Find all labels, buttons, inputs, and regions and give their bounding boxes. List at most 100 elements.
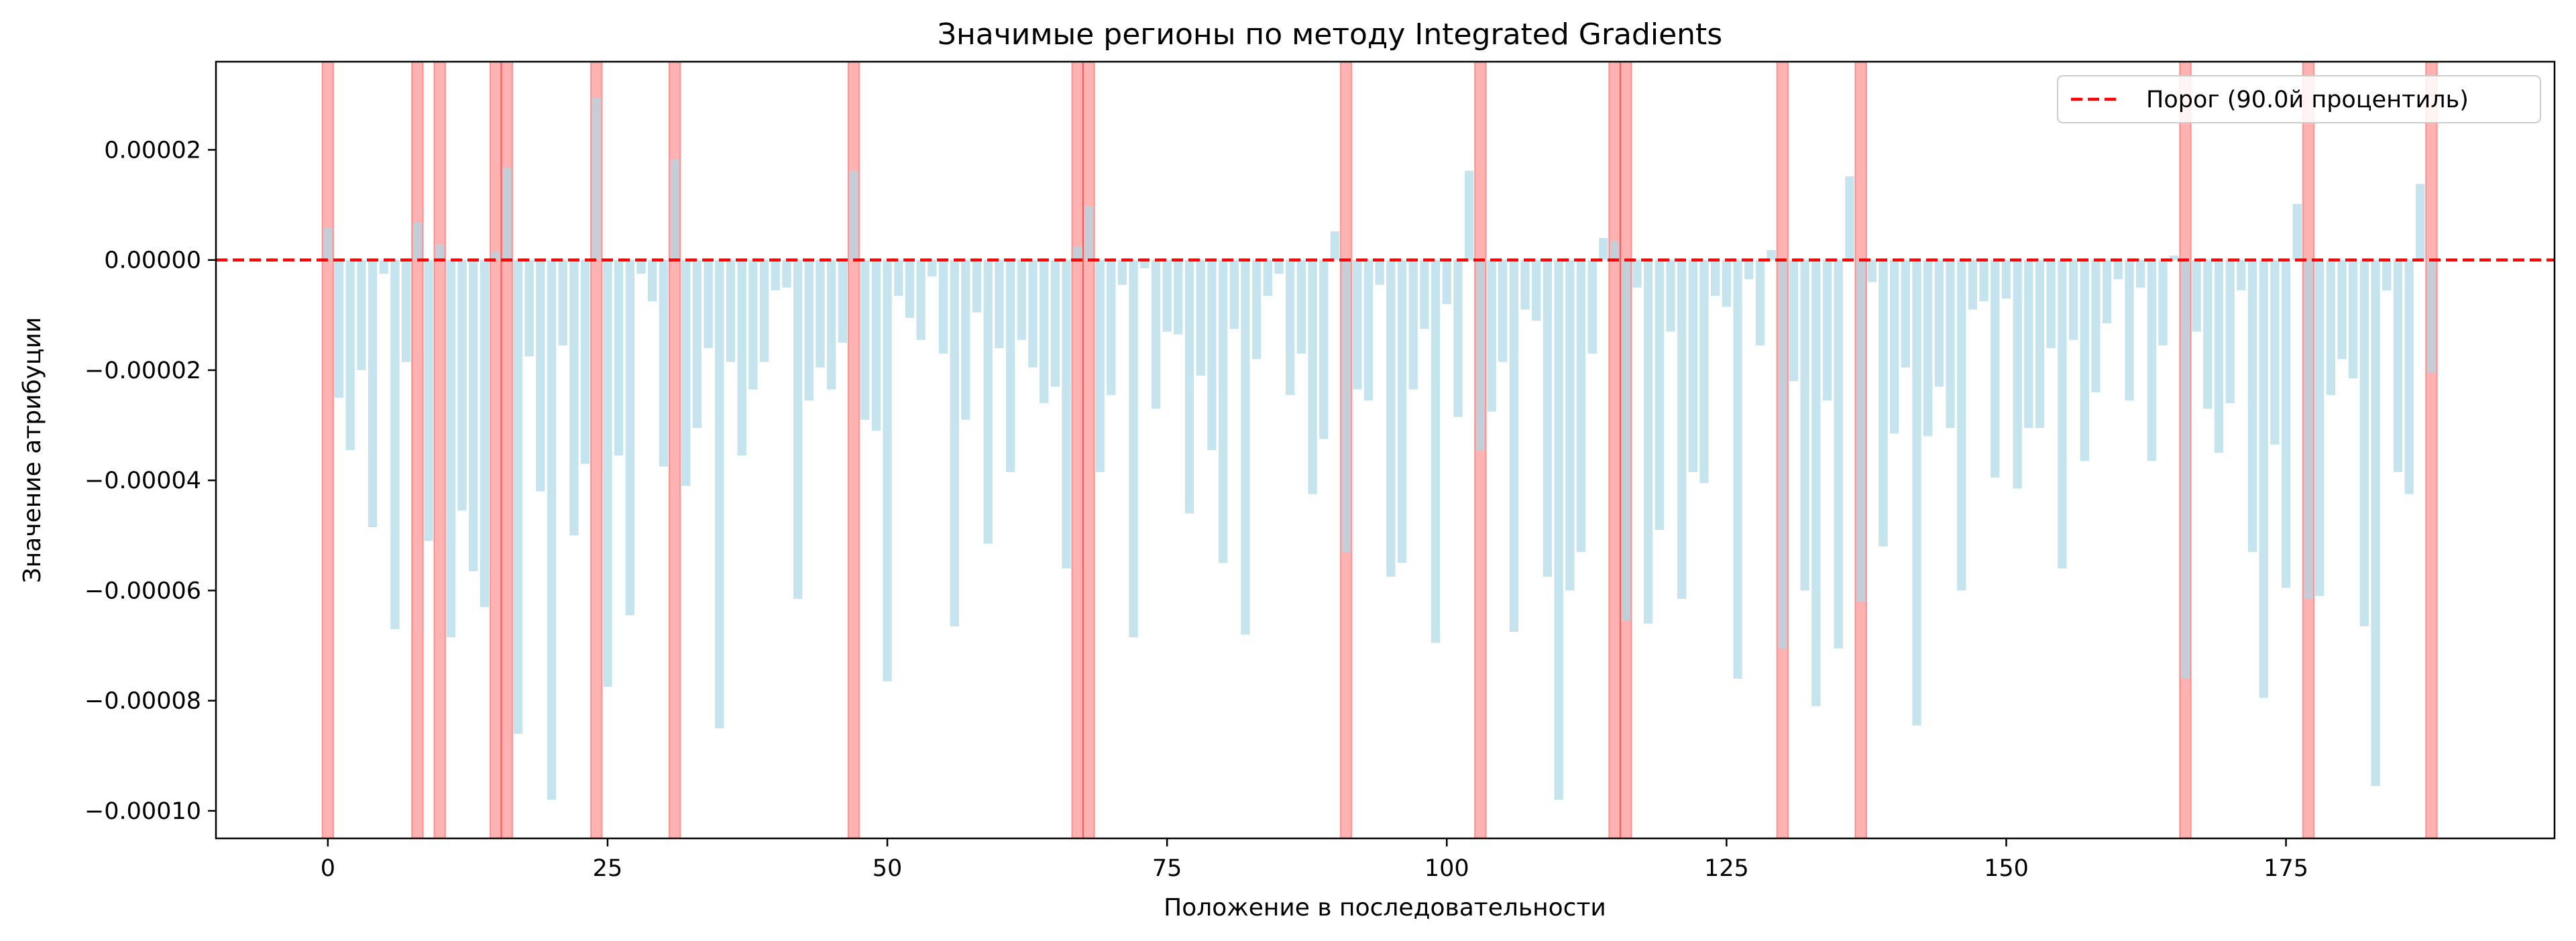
y-tick-label-0: 0.00002 bbox=[104, 137, 201, 164]
bar-135 bbox=[1834, 260, 1843, 649]
bar-97 bbox=[1408, 260, 1418, 390]
y-tick-label-3: −0.00004 bbox=[85, 467, 201, 494]
bar-45 bbox=[826, 260, 836, 390]
bar-20 bbox=[547, 260, 557, 800]
bar-122 bbox=[1688, 260, 1697, 472]
bar-89 bbox=[1319, 260, 1329, 439]
bar-147 bbox=[1968, 260, 1978, 310]
bar-75 bbox=[1162, 260, 1172, 332]
bar-40 bbox=[771, 260, 780, 290]
x-tick-label-0: 0 bbox=[321, 855, 335, 882]
bar-144 bbox=[1934, 260, 1944, 387]
bar-81 bbox=[1229, 260, 1239, 329]
bar-68 bbox=[1084, 206, 1094, 260]
bar-4 bbox=[368, 260, 378, 527]
bar-46 bbox=[838, 260, 847, 343]
bar-118 bbox=[1643, 260, 1653, 624]
highlight-region-0 bbox=[321, 61, 335, 839]
bar-9 bbox=[424, 260, 433, 541]
bar-165 bbox=[2170, 256, 2179, 260]
x-tick-label-25: 25 bbox=[593, 855, 623, 882]
bar-29 bbox=[648, 260, 657, 302]
bar-93 bbox=[1363, 260, 1374, 401]
bar-127 bbox=[1744, 260, 1754, 280]
bar-59 bbox=[983, 260, 993, 544]
y-tick-label-4: −0.00006 bbox=[85, 577, 201, 604]
bar-125 bbox=[1722, 260, 1732, 307]
bar-47 bbox=[849, 170, 858, 260]
bar-37 bbox=[737, 260, 746, 456]
legend: Порог (90.0й процентиль) bbox=[2057, 75, 2541, 123]
bar-55 bbox=[938, 260, 948, 354]
bar-108 bbox=[1532, 260, 1541, 321]
bar-31 bbox=[670, 160, 679, 260]
bar-19 bbox=[536, 260, 545, 492]
bar-185 bbox=[2393, 260, 2403, 472]
bar-100 bbox=[1442, 260, 1451, 305]
bar-129 bbox=[1767, 250, 1776, 260]
y-tick-label-5: −0.00008 bbox=[85, 688, 201, 715]
bar-128 bbox=[1755, 260, 1765, 345]
bar-94 bbox=[1375, 260, 1384, 285]
bar-159 bbox=[2102, 260, 2112, 324]
bar-41 bbox=[782, 260, 791, 288]
x-axis-label: Положение в последовательности bbox=[1164, 894, 1606, 922]
bar-175 bbox=[2281, 260, 2291, 588]
bar-134 bbox=[1822, 260, 1832, 401]
bar-163 bbox=[2147, 260, 2157, 461]
bar-6 bbox=[390, 260, 400, 629]
bar-49 bbox=[871, 260, 881, 431]
bar-57 bbox=[961, 260, 970, 420]
bar-138 bbox=[1867, 260, 1877, 282]
bar-74 bbox=[1151, 260, 1161, 409]
bar-35 bbox=[715, 260, 724, 728]
bar-126 bbox=[1733, 260, 1742, 679]
bar-136 bbox=[1845, 176, 1854, 260]
bar-53 bbox=[916, 260, 926, 340]
bar-150 bbox=[2001, 260, 2011, 299]
bar-124 bbox=[1711, 260, 1720, 296]
bar-76 bbox=[1174, 260, 1183, 335]
bar-164 bbox=[2158, 260, 2168, 345]
bar-44 bbox=[816, 260, 825, 368]
bar-113 bbox=[1587, 260, 1597, 354]
y-tick-label-2: −0.00002 bbox=[85, 357, 201, 384]
bar-121 bbox=[1677, 260, 1687, 599]
bar-23 bbox=[580, 260, 590, 464]
bar-8 bbox=[412, 222, 422, 260]
bar-64 bbox=[1039, 260, 1049, 404]
bar-145 bbox=[1946, 260, 1955, 429]
bar-112 bbox=[1576, 260, 1586, 552]
bar-161 bbox=[2125, 260, 2134, 401]
bar-120 bbox=[1666, 260, 1675, 332]
x-tick-label-100: 100 bbox=[1424, 855, 1469, 882]
bar-188 bbox=[2426, 260, 2437, 374]
bar-167 bbox=[2192, 260, 2201, 332]
bar-21 bbox=[558, 260, 567, 345]
bar-117 bbox=[1632, 260, 1642, 288]
bar-99 bbox=[1431, 260, 1441, 643]
bar-70 bbox=[1107, 260, 1116, 395]
bar-168 bbox=[2203, 260, 2213, 409]
bar-3 bbox=[357, 260, 366, 370]
bar-69 bbox=[1095, 260, 1105, 472]
highlight-region-115 bbox=[1608, 61, 1621, 839]
bar-110 bbox=[1554, 260, 1563, 800]
bar-61 bbox=[1005, 260, 1015, 472]
bar-109 bbox=[1543, 260, 1553, 577]
chart-title: Значимые регионы по методу Integrated Gr… bbox=[938, 17, 1722, 52]
bar-130 bbox=[1778, 260, 1787, 649]
bar-30 bbox=[659, 260, 669, 467]
bar-141 bbox=[1901, 260, 1910, 368]
y-axis-label: Значение атрибуции bbox=[19, 317, 46, 584]
bar-10 bbox=[435, 244, 445, 260]
legend-box bbox=[2057, 75, 2541, 123]
bar-153 bbox=[2035, 260, 2045, 429]
highlight-region-67 bbox=[1071, 61, 1084, 839]
bar-105 bbox=[1498, 260, 1508, 362]
bar-33 bbox=[692, 260, 702, 429]
bar-103 bbox=[1475, 260, 1485, 450]
bar-43 bbox=[804, 260, 814, 401]
bar-14 bbox=[480, 260, 490, 608]
